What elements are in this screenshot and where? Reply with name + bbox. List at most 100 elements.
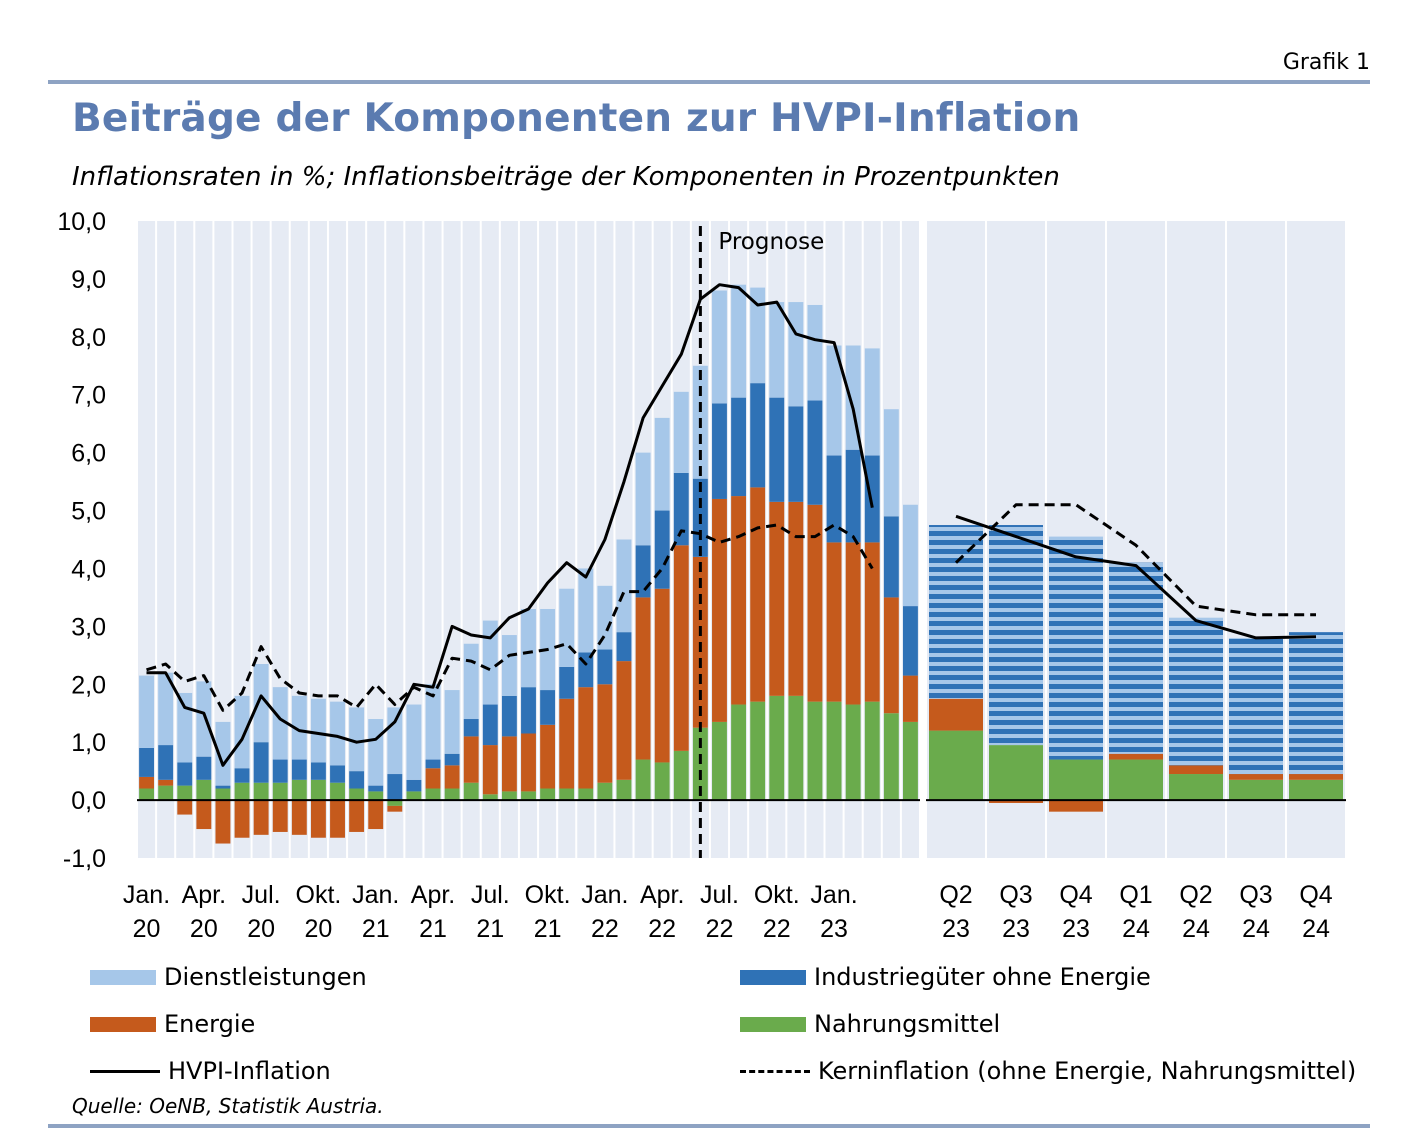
- bar-segment-dienstleistungen: [215, 721, 231, 786]
- x-tick-label: Jul.: [700, 881, 739, 909]
- bar-segment-energie: [1169, 765, 1223, 775]
- bar-segment-nahrung: [368, 791, 384, 801]
- bar-segment-energie: [330, 800, 345, 838]
- bar-segment-nahrung: [139, 788, 154, 801]
- y-tick-label: 9,0: [71, 266, 106, 294]
- x-tick-label: Jan.: [352, 881, 399, 909]
- bar-segment-energie: [635, 597, 651, 760]
- bar-segment-dienstleistungen: [368, 719, 384, 786]
- bar-segment-dienstleistungen: [406, 704, 422, 780]
- bar-segment-industrie: [597, 649, 613, 685]
- bar-segment-energie: [387, 805, 403, 812]
- x-tick-label: Q3: [1239, 881, 1272, 909]
- series-kerninflation-monthly: [146, 523, 874, 712]
- bar-segment-dienstleistungen: [864, 348, 880, 456]
- y-tick-label: 3,0: [71, 613, 106, 641]
- bar-segment-dienstleistungen: [387, 707, 403, 775]
- bar-segment-industrie: [788, 406, 804, 502]
- bar-segment-kerninflation: [1289, 632, 1343, 775]
- bar-segment-nahrung: [654, 762, 670, 801]
- bar-segment-dienstleistungen: [731, 284, 747, 398]
- bar-segment-nahrung: [406, 791, 422, 801]
- x-tick-label: Q2: [939, 881, 972, 909]
- bottom-rule: [48, 1124, 1370, 1128]
- y-tick-label: 0,0: [71, 787, 106, 815]
- bar-segment-energie: [769, 501, 785, 696]
- top-rule: [48, 80, 1370, 84]
- bar-segment-nahrung: [158, 785, 174, 801]
- bar-segment-nahrung: [291, 779, 307, 801]
- bar-segment-energie: [310, 800, 326, 838]
- bar-segment-energie: [1289, 774, 1343, 780]
- bar-segment-dienstleistungen: [349, 707, 365, 772]
- bar-segment-dienstleistungen: [712, 290, 727, 404]
- bar-segment-industrie: [903, 606, 918, 676]
- bar-segment-dienstleistungen: [196, 681, 212, 757]
- source-note: Quelle: OeNB, Statistik Austria.: [72, 1094, 384, 1118]
- bar-segment-nahrung: [425, 788, 441, 801]
- bar-segment-industrie: [712, 403, 727, 499]
- y-tick-label: 4,0: [71, 555, 106, 583]
- bar-segment-industrie: [845, 449, 861, 543]
- bar-segment-energie: [989, 800, 1043, 803]
- bar-segment-kerninflation: [1169, 617, 1223, 766]
- y-tick-label: 1,0: [71, 729, 106, 757]
- bar-segment-industrie: [807, 400, 823, 505]
- bar-segment-nahrung: [883, 713, 899, 801]
- x-tick-label: 23: [1002, 915, 1030, 943]
- x-tick-label: Okt.: [754, 881, 800, 909]
- bar-segment-dienstleistungen: [654, 417, 670, 511]
- bar-segment-dienstleistungen: [234, 695, 250, 769]
- bar-segment-energie: [559, 698, 575, 789]
- bar-segment-dienstleistungen: [616, 539, 632, 633]
- x-tick-label: 23: [820, 915, 848, 943]
- bar-segment-dienstleistungen: [253, 664, 269, 743]
- bar-segment-nahrung: [310, 779, 326, 801]
- bar-segment-dienstleistungen: [463, 643, 479, 720]
- bar-segment-energie: [903, 675, 918, 722]
- bar-segment-dienstleistungen: [444, 690, 460, 754]
- y-tick-label: 5,0: [71, 498, 106, 526]
- bar-segment-kerninflation: [1049, 536, 1103, 760]
- bar-segment-industrie: [349, 771, 365, 789]
- bar-segment-industrie: [234, 768, 250, 783]
- x-tick-label: Jul.: [471, 881, 510, 909]
- bar-segment-nahrung: [444, 788, 460, 801]
- bar-segment-energie: [616, 661, 632, 780]
- bar-segment-nahrung: [387, 800, 403, 806]
- bar-segment-energie: [463, 736, 479, 783]
- bar-segment-industrie: [177, 762, 193, 786]
- bar-segment-energie: [253, 800, 269, 835]
- series-kerninflation-quarterly: [954, 503, 1316, 617]
- bar-segment-nahrung: [272, 782, 288, 801]
- bar-segment-industrie: [368, 785, 384, 792]
- bar-segment-dienstleistungen: [788, 302, 804, 407]
- y-tick-label: 7,0: [71, 382, 106, 410]
- bar-segment-nahrung: [253, 782, 269, 801]
- x-tick-label: Okt.: [525, 881, 571, 909]
- x-tick-label: 20: [133, 915, 161, 943]
- bar-segment-dienstleistungen: [310, 698, 326, 763]
- bar-segment-industrie: [272, 759, 288, 783]
- x-tick-label: 20: [247, 915, 275, 943]
- forecast-label: Prognose: [718, 229, 824, 255]
- bar-segment-dienstleistungen: [597, 585, 613, 650]
- bar-segment-industrie: [253, 742, 269, 783]
- x-tick-label: 24: [1302, 915, 1330, 943]
- bar-segment-dienstleistungen: [807, 304, 823, 401]
- bar-segment-energie: [788, 501, 804, 696]
- bar-segment-nahrung: [845, 704, 861, 801]
- bar-segment-nahrung: [788, 695, 804, 801]
- bar-segment-dienstleistungen: [158, 672, 174, 746]
- bar-segment-dienstleistungen: [826, 345, 842, 456]
- x-tick-label: 21: [476, 915, 504, 943]
- bar-segment-industrie: [330, 765, 345, 783]
- bar-segment-nahrung: [989, 745, 1043, 801]
- x-tick-label: Q2: [1179, 881, 1212, 909]
- bar-segment-nahrung: [349, 788, 365, 801]
- bar-segment-nahrung: [769, 695, 785, 801]
- bar-segment-industrie: [139, 747, 154, 777]
- bar-segment-kerninflation: [1109, 562, 1163, 754]
- bar-segment-industrie: [750, 383, 766, 488]
- bar-segment-energie: [1109, 753, 1163, 760]
